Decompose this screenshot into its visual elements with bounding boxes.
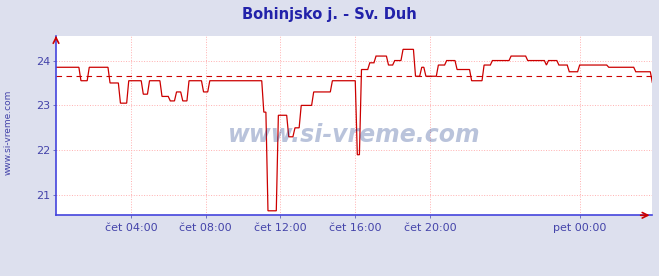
Text: www.si-vreme.com: www.si-vreme.com: [4, 90, 13, 175]
Text: www.si-vreme.com: www.si-vreme.com: [228, 123, 480, 147]
Text: Bohinjsko j. - Sv. Duh: Bohinjsko j. - Sv. Duh: [242, 7, 417, 22]
